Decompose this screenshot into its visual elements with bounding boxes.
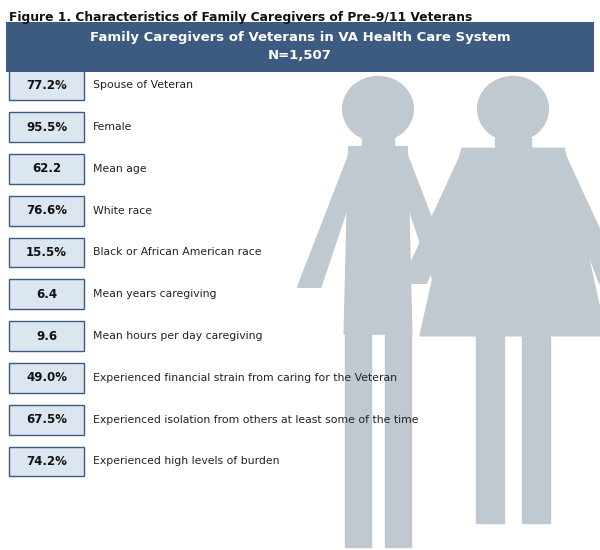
- Polygon shape: [362, 138, 394, 147]
- Polygon shape: [550, 152, 600, 283]
- FancyBboxPatch shape: [9, 279, 84, 309]
- Text: Spouse of Veteran: Spouse of Veteran: [93, 80, 193, 90]
- Text: 15.5%: 15.5%: [26, 246, 67, 259]
- Text: Experienced financial strain from caring for the Veteran: Experienced financial strain from caring…: [93, 373, 397, 383]
- Text: Female: Female: [93, 122, 133, 132]
- FancyBboxPatch shape: [9, 196, 84, 225]
- FancyBboxPatch shape: [9, 154, 84, 184]
- FancyBboxPatch shape: [9, 238, 84, 267]
- Text: 67.5%: 67.5%: [26, 413, 67, 426]
- Polygon shape: [495, 138, 531, 149]
- Text: Mean years caregiving: Mean years caregiving: [93, 289, 217, 299]
- Text: Black or African American race: Black or African American race: [93, 248, 262, 257]
- Polygon shape: [476, 336, 504, 524]
- Polygon shape: [385, 334, 412, 547]
- Polygon shape: [391, 155, 458, 287]
- FancyBboxPatch shape: [9, 321, 84, 351]
- Text: 77.2%: 77.2%: [26, 79, 67, 92]
- Text: Experienced high levels of burden: Experienced high levels of burden: [93, 456, 280, 466]
- FancyBboxPatch shape: [9, 405, 84, 435]
- Text: 76.6%: 76.6%: [26, 204, 67, 217]
- Polygon shape: [344, 334, 371, 547]
- Text: 9.6: 9.6: [36, 329, 57, 343]
- Text: Mean hours per day caregiving: Mean hours per day caregiving: [93, 331, 263, 341]
- Polygon shape: [344, 147, 412, 334]
- FancyBboxPatch shape: [9, 70, 84, 100]
- Polygon shape: [522, 336, 550, 524]
- FancyBboxPatch shape: [9, 447, 84, 476]
- Text: White race: White race: [93, 206, 152, 216]
- Circle shape: [343, 76, 413, 141]
- FancyBboxPatch shape: [6, 22, 594, 72]
- Text: 6.4: 6.4: [36, 288, 57, 301]
- FancyBboxPatch shape: [9, 363, 84, 393]
- Polygon shape: [298, 155, 365, 287]
- Text: 62.2: 62.2: [32, 162, 61, 175]
- Text: Figure 1. Characteristics of Family Caregivers of Pre-9/11 Veterans: Figure 1. Characteristics of Family Care…: [9, 11, 472, 24]
- Text: 95.5%: 95.5%: [26, 120, 67, 134]
- Text: Family Caregivers of Veterans in VA Health Care System
N=1,507: Family Caregivers of Veterans in VA Heal…: [89, 31, 511, 62]
- Text: 74.2%: 74.2%: [26, 455, 67, 468]
- Circle shape: [478, 76, 548, 141]
- Polygon shape: [420, 148, 600, 336]
- Polygon shape: [401, 152, 476, 283]
- Text: Mean age: Mean age: [93, 164, 146, 174]
- Text: Experienced isolation from others at least some of the time: Experienced isolation from others at lea…: [93, 415, 419, 425]
- Text: 49.0%: 49.0%: [26, 371, 67, 384]
- FancyBboxPatch shape: [9, 112, 84, 142]
